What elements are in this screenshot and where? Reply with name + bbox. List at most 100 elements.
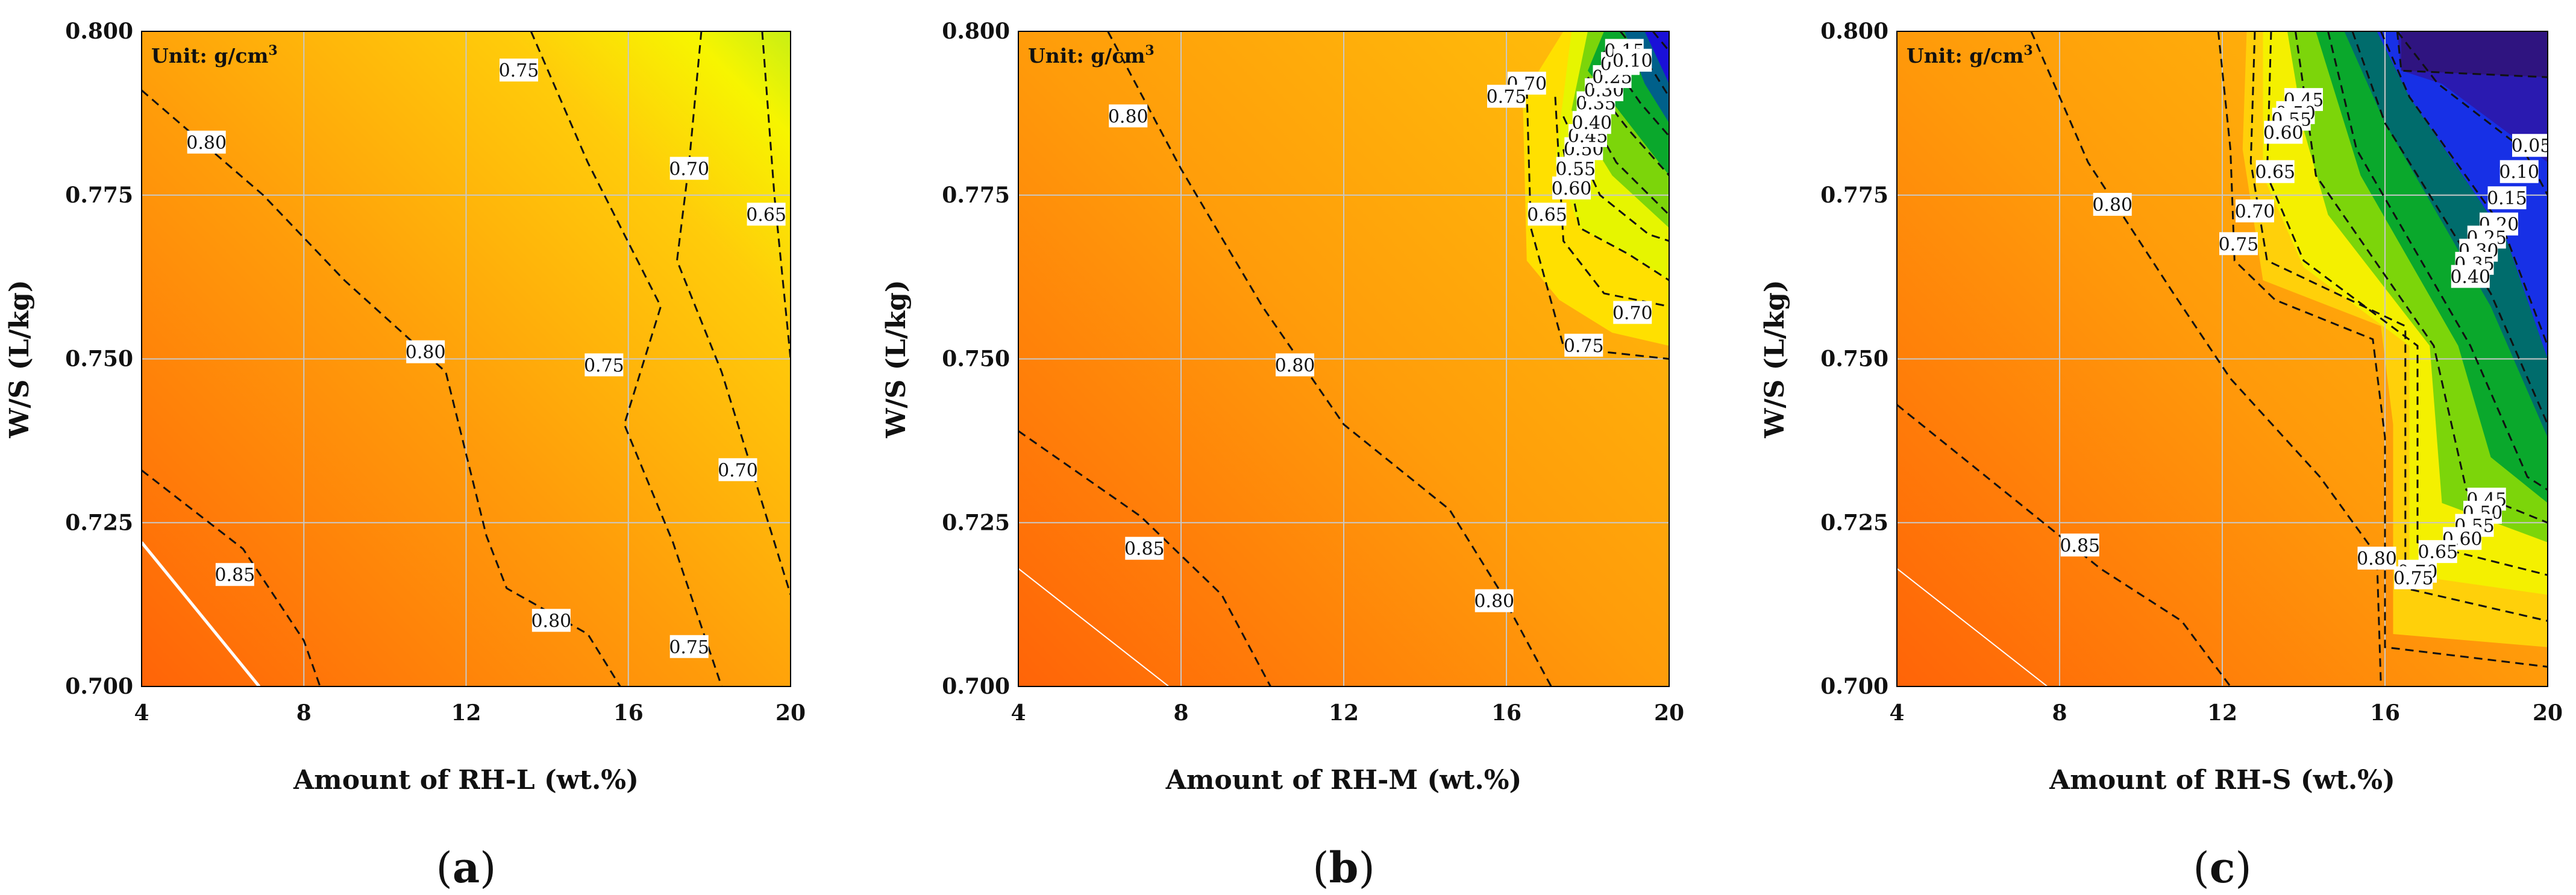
contour-label-bg [1564, 333, 1603, 357]
contour-label-text: 0.75 [2219, 234, 2259, 255]
contour-label-bg [2512, 134, 2548, 157]
contour-label-text: 0.70 [718, 460, 758, 481]
contour-label: 0.40 [2450, 265, 2490, 288]
contour-label: 0.85 [215, 563, 255, 586]
x-tick-label: 8 [1173, 700, 1188, 726]
y-tick-label: 0.725 [65, 510, 133, 535]
panel-a: 0.80 0.75 0.70 0.65 0.80 0.75 0.70 0.85 0.80 0.75… [4, 19, 806, 893]
contour-label-text: 0.80 [531, 611, 571, 632]
contour-label-bg [1125, 536, 1164, 560]
contour-label-bg [215, 563, 254, 586]
contour-label-text: 0.75 [499, 60, 539, 81]
contour-label: 0.10 [2499, 160, 2539, 183]
contour-label-bg [2394, 566, 2433, 589]
contour-label-text: 0.80 [1275, 355, 1315, 376]
contour-label: 0.65 [746, 203, 786, 226]
y-tick-label: 0.700 [942, 674, 1010, 699]
contour-label: 0.75 [669, 635, 709, 658]
contour-label: 0.80 [2092, 193, 2133, 216]
contour-label-text: 0.80 [1108, 106, 1149, 127]
contour-label-bg [1487, 84, 1526, 108]
contour-label-bg [1276, 353, 1314, 377]
contour-label-bg [531, 609, 571, 632]
y-tick-label: 0.750 [942, 347, 1010, 372]
contour-line-075 [2217, 31, 2548, 668]
contour-label-bg [584, 353, 624, 377]
contour-label-text: 0.85 [215, 565, 255, 586]
contour-line-085 [142, 469, 321, 686]
y-tick-label: 0.750 [1820, 347, 1888, 372]
contour-label: 0.55 [1555, 157, 1596, 180]
contour-line-085 [1018, 430, 1271, 686]
contour-label: 0.80 [186, 130, 227, 154]
panel-label-open: ( [436, 843, 453, 893]
contour-label-bg [1528, 203, 1567, 226]
contour-label: 0.60 [2263, 121, 2304, 144]
contour-label-bg [1613, 301, 1652, 324]
y-axis-title: W/S (L/kg) [1760, 280, 1790, 438]
contour-label-text: 0.40 [1572, 113, 1612, 134]
x-tick-label: 12 [451, 700, 481, 726]
x-tick-label: 4 [134, 700, 149, 726]
panel-label: (c) [2193, 843, 2251, 893]
contour-line-030 [2351, 31, 2548, 425]
contour-line-040 [2327, 31, 2548, 491]
y-tick-label: 0.725 [942, 510, 1010, 535]
contour-label-bg [2451, 265, 2490, 288]
x-tick-label: 16 [2370, 700, 2400, 726]
x-axis-title: Amount of RH-M (wt.%) [1165, 765, 1522, 796]
contour-label-text: 0.75 [584, 355, 624, 376]
x-axis-title: Amount of RH-S (wt.%) [2049, 765, 2395, 796]
contour-label-bg [187, 130, 226, 154]
contour-label: 0.75 [2219, 232, 2259, 256]
contour-label: 0.85 [2060, 533, 2100, 557]
contour-label-bg [669, 635, 709, 658]
contour-label-text: 0.80 [406, 342, 446, 363]
panel-b: 0.800.700.750.650.600.550.500.450.400.35… [881, 19, 1684, 893]
contour-line-090 [1018, 568, 1170, 686]
x-axis-title: Amount of RH-L (wt.%) [293, 765, 639, 796]
contour-label-text: 0.75 [1564, 336, 1604, 357]
contour-label-text: 0.70 [1612, 303, 1653, 324]
contour-line-010 [1652, 31, 1669, 52]
contour-label-text: 0.10 [2499, 162, 2539, 183]
x-tick-label: 20 [2533, 700, 2563, 726]
x-tick-label: 8 [2052, 700, 2067, 726]
contour-label-bg [1552, 176, 1591, 199]
contour-label-bg [1109, 104, 1148, 128]
contour-line-075 [530, 31, 723, 686]
unit-label: Unit: g/cm3 [151, 43, 278, 68]
contour-line-065 [1562, 149, 1669, 281]
unit-label: Unit: g/cm3 [1907, 43, 2033, 68]
x-tick-label: 16 [1491, 700, 1521, 726]
contour-label-text: 0.75 [2393, 568, 2434, 589]
contour-label: 0.80 [531, 609, 571, 632]
contour-label-text: 0.75 [1487, 87, 1527, 108]
y-tick-label: 0.800 [65, 19, 133, 44]
contour-label: 0.65 [2255, 160, 2295, 183]
plot-frame [1018, 31, 1670, 687]
contour-label: 0.80 [1474, 589, 1514, 612]
contour-label-bg [500, 58, 539, 82]
contour-label-bg [747, 203, 786, 226]
y-tick-label: 0.800 [942, 19, 1010, 44]
contour-line-080 [1107, 31, 1552, 686]
contour-label-text: 0.15 [2487, 188, 2527, 209]
plot-area: 0.800.700.750.650.600.550.500.450.400.35… [1018, 31, 1669, 686]
contour-label-text: 0.65 [1527, 204, 1567, 225]
panel-label: (b) [1312, 843, 1375, 893]
contour-label: 0.80 [406, 340, 446, 363]
contour-label-text: 0.75 [669, 637, 709, 658]
contour-line-090 [1897, 568, 2048, 686]
contour-label-bg [718, 458, 757, 482]
panel-label-close: ) [2235, 843, 2251, 893]
contour-label-text: 0.80 [186, 133, 227, 154]
panel-label: (a) [436, 843, 497, 893]
contour-label-bg [2236, 199, 2274, 222]
contour-label: 0.80 [1275, 353, 1315, 377]
x-tick-label: 20 [776, 700, 806, 726]
contour-label: 0.05 [2512, 134, 2548, 157]
contour-label: 0.75 [2393, 566, 2434, 589]
contour-label-bg [2093, 193, 2132, 216]
